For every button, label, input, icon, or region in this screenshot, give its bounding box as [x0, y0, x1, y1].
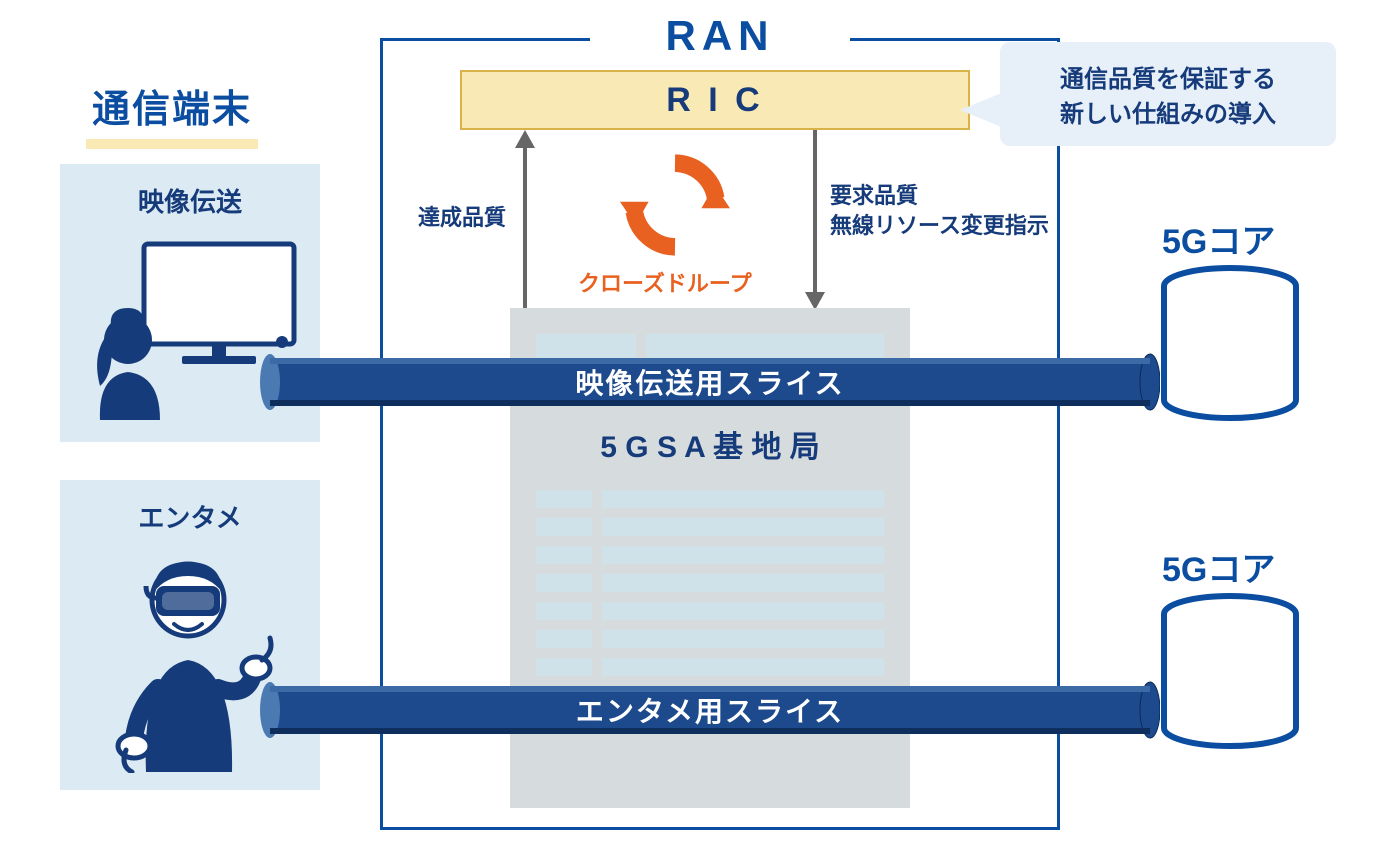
- arrow-down: [800, 130, 830, 310]
- arrow-up: [510, 130, 540, 310]
- terminal-box2-label: エンタメ: [138, 503, 241, 533]
- ran-title-text: RAN: [666, 12, 775, 59]
- terminal-box-entertainment: エンタメ: [60, 480, 320, 790]
- callout-box: 通信品質を保証する 新しい仕組みの導入: [1000, 42, 1336, 146]
- core1-label: 5Gコア: [1162, 214, 1275, 263]
- core2-cylinder-icon: [1150, 592, 1310, 752]
- terminal-box1-label: 映像伝送: [138, 187, 242, 217]
- arrow-up-label: 達成品質: [418, 200, 506, 232]
- pipe2-label: エンタメ用スライス: [260, 690, 1160, 730]
- terminal-section-title: 通信端末: [92, 89, 252, 131]
- panel-row: [536, 602, 884, 620]
- base-station-label: 5 G S A 基 地 局: [536, 422, 884, 466]
- panel-row: [536, 518, 884, 536]
- ran-title: RAN: [590, 12, 850, 60]
- callout-tail: [960, 92, 1004, 128]
- panel-row: [536, 658, 884, 676]
- panel-row: [536, 630, 884, 648]
- callout-line1: 通信品質を保証する: [1060, 59, 1276, 94]
- closed-loop-icon: [620, 150, 730, 260]
- ric-box: R I C: [460, 70, 970, 130]
- panel-row: [536, 574, 884, 592]
- arrow-down-label2: 無線リソース変更指示: [830, 208, 1049, 240]
- callout-line2: 新しい仕組みの導入: [1060, 94, 1276, 129]
- arrow-down-label1: 要求品質: [830, 178, 918, 210]
- pipe1-label: 映像伝送用スライス: [260, 362, 1160, 402]
- closed-loop-label: クローズドループ: [578, 266, 752, 298]
- core1-cylinder-icon: [1150, 264, 1310, 424]
- core2-label: 5Gコア: [1162, 542, 1275, 591]
- panel-row: [536, 546, 884, 564]
- ric-label: R I C: [666, 81, 763, 120]
- terminal-section-title-wrap: 通信端末: [86, 78, 258, 149]
- panel-row: [536, 490, 884, 508]
